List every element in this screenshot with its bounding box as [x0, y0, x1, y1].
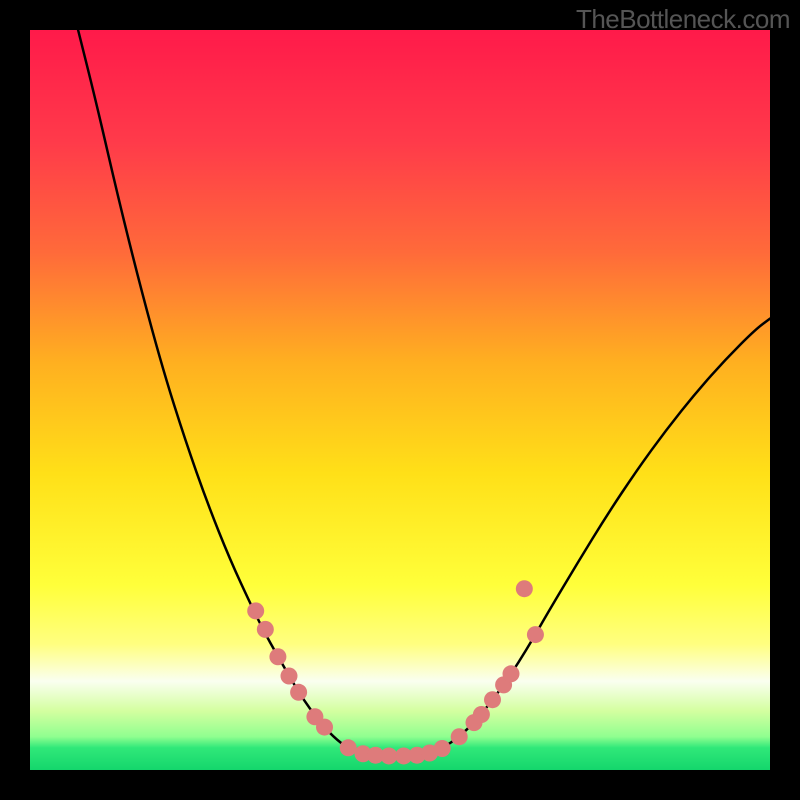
data-marker [527, 626, 544, 643]
data-marker [503, 665, 520, 682]
chart-container: { "watermark": { "text": "TheBottleneck.… [0, 0, 800, 800]
data-marker [451, 728, 468, 745]
data-marker [434, 740, 451, 757]
data-marker [516, 580, 533, 597]
data-marker [473, 706, 490, 723]
data-marker [484, 691, 501, 708]
data-marker [257, 621, 274, 638]
data-marker [340, 739, 357, 756]
data-marker [290, 684, 307, 701]
data-marker [380, 747, 397, 764]
chart-background [30, 30, 770, 770]
watermark-text: TheBottleneck.com [576, 4, 790, 35]
data-marker [269, 648, 286, 665]
data-marker [247, 602, 264, 619]
bottleneck-curve-chart [0, 0, 800, 800]
data-marker [281, 668, 298, 685]
data-marker [316, 719, 333, 736]
